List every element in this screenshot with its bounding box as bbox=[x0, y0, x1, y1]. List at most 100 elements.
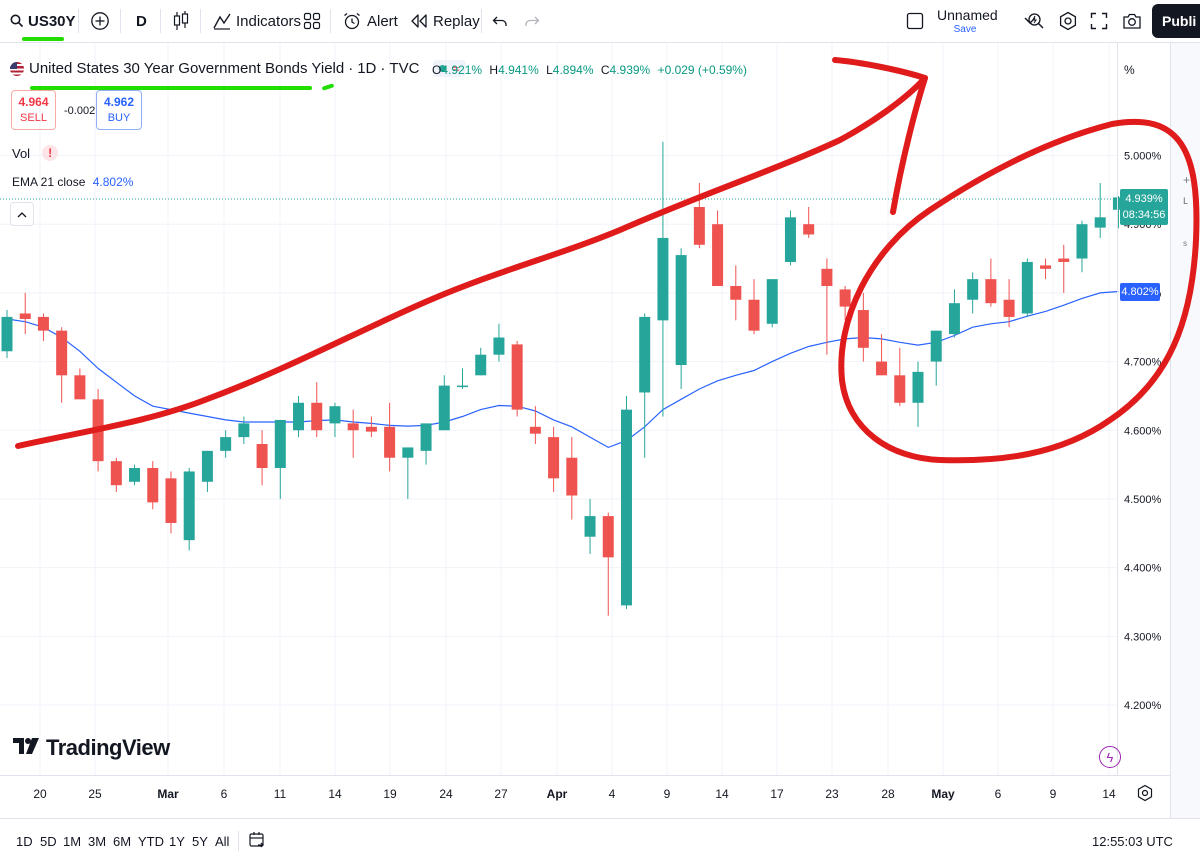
time-tick-label: 23 bbox=[825, 787, 839, 801]
alarm-clock-icon bbox=[342, 11, 362, 31]
utc-clock[interactable]: 12:55:03 UTC bbox=[1092, 833, 1173, 849]
legend-interval: 1D bbox=[357, 60, 377, 77]
candle bbox=[311, 382, 323, 438]
low-label: L bbox=[546, 63, 553, 77]
symbol-legend[interactable]: United States 30 Year Government Bonds Y… bbox=[10, 60, 466, 77]
sidebar-tab-marks[interactable]: ʟ bbox=[1183, 193, 1188, 207]
sell-button[interactable]: 4.964 SELL bbox=[11, 90, 56, 130]
market-status-badge[interactable]: ≈ bbox=[433, 60, 466, 77]
goto-date-button[interactable] bbox=[248, 819, 266, 863]
snapshot-button[interactable] bbox=[1122, 0, 1142, 42]
indicators-label: Indicators bbox=[236, 12, 302, 30]
price-scale[interactable] bbox=[1117, 43, 1171, 775]
redo-button[interactable] bbox=[524, 0, 540, 42]
lightning-button[interactable]: ϟ bbox=[1099, 746, 1121, 768]
chart-canvas[interactable]: 4.200%4.300%4.400%4.500%4.600%4.700%4.80… bbox=[0, 43, 1170, 818]
open-value: 4.921% bbox=[441, 63, 483, 77]
ema-legend[interactable]: EMA 21 close 4.802% bbox=[12, 175, 133, 189]
candle bbox=[165, 471, 177, 534]
candle-body bbox=[1003, 299, 1015, 317]
candle-body bbox=[657, 237, 669, 321]
price-tick-label: 4.500% bbox=[1124, 494, 1162, 506]
toolbar-divider bbox=[120, 9, 121, 33]
buy-label: BUY bbox=[107, 112, 131, 124]
undo-button[interactable] bbox=[492, 0, 508, 42]
symbol-search-button[interactable]: US30Y bbox=[10, 0, 76, 42]
right-sidebar[interactable]: + ʟ ˢ › bbox=[1170, 43, 1200, 818]
alert-button[interactable]: Alert bbox=[342, 0, 398, 42]
compare-symbol-button[interactable] bbox=[90, 0, 110, 42]
time-tick-label: May bbox=[931, 787, 955, 801]
volume-legend[interactable]: Vol ! bbox=[12, 145, 59, 161]
ema-label: EMA 21 close bbox=[12, 175, 86, 189]
interval-button[interactable]: D bbox=[136, 12, 147, 30]
buy-button[interactable]: 4.962 BUY bbox=[96, 90, 142, 130]
replay-label: Replay bbox=[433, 12, 480, 30]
candle bbox=[347, 409, 359, 458]
publish-button[interactable]: Publi bbox=[1152, 4, 1200, 38]
bottom-toolbar: 1D 5D 1M 3M 6M YTD 1Y 5Y All 12:55:03 UTC bbox=[0, 818, 1200, 863]
quick-search-button[interactable] bbox=[1026, 0, 1046, 42]
candle bbox=[912, 361, 924, 427]
candle bbox=[803, 207, 815, 238]
tradingview-logo[interactable]: TradingView bbox=[12, 735, 170, 761]
settings-button[interactable] bbox=[1058, 0, 1078, 42]
candle bbox=[693, 182, 705, 249]
symbol-description: United States 30 Year Government Bonds Y… bbox=[29, 60, 345, 77]
gear-icon bbox=[1136, 784, 1154, 806]
range-button-1y[interactable]: 1Y bbox=[169, 833, 185, 849]
market-open-dot-icon bbox=[439, 65, 447, 72]
candle bbox=[1, 310, 13, 359]
time-scale-ticks: 20 25 Mar 6 11 14 19 24 27 Apr 4 9 14 17 23 28 May 6 9 14 bbox=[33, 787, 1116, 801]
candle bbox=[821, 258, 833, 355]
candle-body bbox=[748, 299, 760, 331]
range-button-6m[interactable]: 6M bbox=[113, 833, 132, 849]
candle-body bbox=[92, 399, 104, 462]
candle bbox=[766, 279, 778, 328]
layout-name-button[interactable]: Unnamed Save bbox=[937, 6, 998, 38]
indicators-button[interactable]: Indicators bbox=[212, 0, 301, 42]
candle bbox=[1094, 182, 1106, 238]
chart-type-button[interactable] bbox=[172, 0, 190, 42]
fullscreen-button[interactable] bbox=[1090, 0, 1108, 42]
candle-body bbox=[402, 447, 414, 458]
indicators-icon bbox=[212, 11, 232, 31]
last-price-tag: 4.939% 08:34:56 bbox=[1120, 189, 1168, 225]
candle-body bbox=[201, 450, 213, 482]
range-button-3m[interactable]: 3M bbox=[88, 833, 107, 849]
collapse-legend-button[interactable] bbox=[10, 202, 34, 226]
candle bbox=[1058, 244, 1070, 293]
chart-pane[interactable]: 4.200%4.300%4.400%4.500%4.600%4.700%4.80… bbox=[0, 43, 1170, 818]
range-button-5y[interactable]: 5Y bbox=[192, 833, 208, 849]
range-button-1d[interactable]: 1D bbox=[16, 833, 33, 849]
candle bbox=[329, 402, 341, 438]
range-button-all[interactable]: All bbox=[215, 833, 230, 849]
candle-body bbox=[147, 468, 159, 503]
time-scale-settings-button[interactable] bbox=[1136, 784, 1154, 807]
sidebar-tab-marks[interactable]: + bbox=[1183, 173, 1191, 187]
sidebar-tab-marks[interactable]: ˢ bbox=[1183, 238, 1188, 252]
layouts-button[interactable] bbox=[303, 0, 321, 42]
candle bbox=[639, 313, 651, 458]
candle bbox=[384, 402, 396, 472]
replay-button[interactable]: Replay bbox=[410, 0, 480, 42]
candle-body bbox=[912, 371, 924, 403]
range-button-1m[interactable]: 1M bbox=[63, 833, 82, 849]
time-tick-label: 20 bbox=[33, 787, 47, 801]
candle-body bbox=[566, 457, 578, 496]
candle-body bbox=[1058, 258, 1070, 262]
candle bbox=[92, 389, 104, 472]
candle-body bbox=[365, 426, 377, 432]
sidebar-tab-marks[interactable]: › bbox=[1183, 308, 1187, 322]
range-button-5d[interactable]: 5D bbox=[40, 833, 57, 849]
candle-body bbox=[602, 516, 614, 558]
candle bbox=[274, 419, 286, 499]
range-button-ytd[interactable]: YTD bbox=[138, 833, 164, 849]
layout-checkbox[interactable] bbox=[906, 0, 924, 42]
toolbar-divider bbox=[78, 9, 79, 33]
candle-body bbox=[37, 316, 49, 331]
time-tick-label: 28 bbox=[881, 787, 895, 801]
candle-body bbox=[183, 471, 195, 541]
toolbar-divider bbox=[200, 9, 201, 33]
candle-body bbox=[511, 344, 523, 410]
